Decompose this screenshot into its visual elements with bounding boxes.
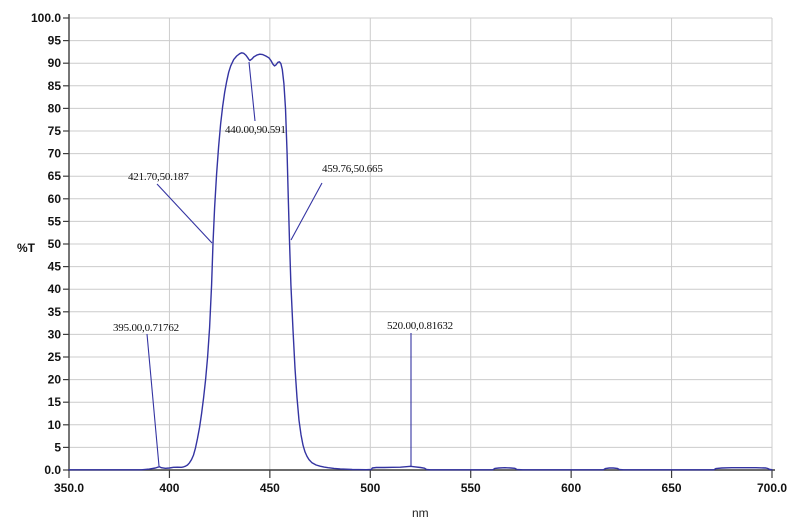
gridlines — [69, 17, 773, 470]
annotation-label: 440.00,90.591 — [225, 124, 286, 136]
y-tick-label: 95 — [48, 34, 62, 48]
y-tick-label: 100.0 — [31, 11, 61, 25]
y-tick-label: 65 — [48, 169, 62, 183]
annotation-label: 395.00,0.71762 — [113, 322, 179, 334]
annotation-leader-line — [156, 183, 213, 244]
x-tick-label: 400 — [159, 481, 179, 495]
x-tick-label: 600 — [561, 481, 581, 495]
y-tick-label: 25 — [48, 350, 62, 364]
x-tick-label: 500 — [360, 481, 380, 495]
y-tick-label: 80 — [48, 101, 62, 115]
y-tick-label: 75 — [48, 124, 62, 138]
annotation-label: 520.00,0.81632 — [387, 320, 453, 332]
y-tick-label: 30 — [48, 327, 62, 341]
y-tick-label: 60 — [48, 192, 62, 206]
x-tick-labels: 350.0 400 450 500 550 600 650 700.0 — [54, 481, 787, 495]
y-tick-label: 70 — [48, 147, 62, 161]
x-tick-label: 350.0 — [54, 481, 84, 495]
annotation-leader-line — [290, 182, 323, 241]
y-tick-label: 0.0 — [44, 463, 61, 477]
y-tick-label: 45 — [48, 260, 62, 274]
y-tick-label: 20 — [48, 373, 62, 387]
y-tick-label: 85 — [48, 79, 62, 93]
annotation-leader-line — [248, 61, 256, 122]
annotation-layer: 421.70,50.187 440.00,90.591 459.76,50.665 3… — [113, 61, 453, 467]
y-tick-label: 5 — [54, 440, 61, 454]
y-axis-title: %T — [17, 241, 36, 255]
transmission-curve — [68, 52, 773, 471]
curve-layer — [68, 52, 773, 471]
x-axis-title: nm — [412, 506, 429, 520]
x-tick-label: 650 — [662, 481, 682, 495]
y-tick-label: 55 — [48, 214, 62, 228]
annotation-label: 421.70,50.187 — [128, 171, 189, 183]
y-tick-label: 35 — [48, 305, 62, 319]
x-tick-label: 550 — [461, 481, 481, 495]
y-tick-label: 40 — [48, 282, 62, 296]
x-tick-label: 450 — [260, 481, 280, 495]
y-tick-label: 90 — [48, 56, 62, 70]
y-tick-labels: 0.0 5 10 15 20 25 30 35 40 45 50 55 60 65 70 75 80 85 90 95… — [31, 11, 61, 477]
y-tick-label: 15 — [48, 395, 62, 409]
annotation-label: 459.76,50.665 — [322, 163, 383, 175]
y-tick-label: 50 — [48, 237, 62, 251]
y-tick-label: 10 — [48, 418, 62, 432]
x-tick-label: 700.0 — [757, 481, 787, 495]
annotation-leader-line — [146, 333, 160, 467]
